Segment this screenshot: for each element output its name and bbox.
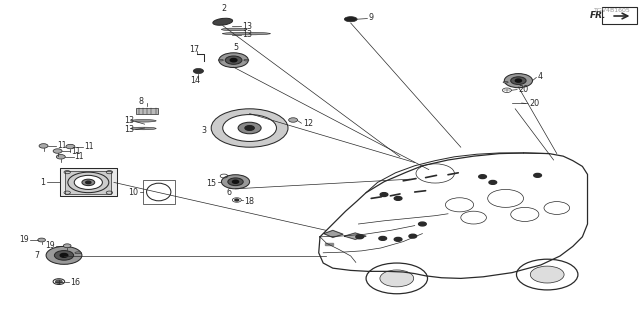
Text: 18: 18 bbox=[244, 197, 255, 206]
Circle shape bbox=[394, 237, 402, 241]
Bar bbox=[60, 168, 117, 196]
Circle shape bbox=[66, 144, 75, 149]
Ellipse shape bbox=[223, 32, 271, 35]
Text: 6: 6 bbox=[227, 188, 232, 197]
Circle shape bbox=[74, 175, 102, 189]
Circle shape bbox=[63, 244, 71, 248]
Circle shape bbox=[516, 259, 578, 290]
Circle shape bbox=[461, 211, 486, 224]
Circle shape bbox=[56, 280, 62, 283]
Circle shape bbox=[39, 144, 48, 148]
Text: 4: 4 bbox=[538, 72, 543, 81]
Circle shape bbox=[379, 236, 387, 240]
Ellipse shape bbox=[131, 127, 156, 130]
Circle shape bbox=[60, 253, 68, 257]
Text: 20: 20 bbox=[529, 99, 540, 108]
Circle shape bbox=[225, 56, 242, 64]
Text: 15: 15 bbox=[206, 179, 216, 188]
Text: 13: 13 bbox=[242, 30, 252, 39]
Circle shape bbox=[211, 109, 288, 147]
Circle shape bbox=[193, 68, 204, 74]
Ellipse shape bbox=[503, 81, 508, 83]
Text: 17: 17 bbox=[189, 45, 199, 54]
Text: 7: 7 bbox=[35, 252, 40, 260]
Bar bbox=[143, 180, 175, 204]
Text: 11: 11 bbox=[84, 142, 93, 151]
Circle shape bbox=[380, 270, 413, 287]
Circle shape bbox=[53, 149, 62, 153]
Circle shape bbox=[356, 235, 364, 239]
Ellipse shape bbox=[218, 59, 223, 61]
Text: 1: 1 bbox=[40, 178, 45, 187]
Circle shape bbox=[235, 199, 239, 201]
Text: TGV4B1605: TGV4B1605 bbox=[594, 8, 630, 13]
Circle shape bbox=[68, 172, 109, 193]
Circle shape bbox=[531, 266, 564, 283]
Circle shape bbox=[289, 118, 298, 122]
Circle shape bbox=[54, 251, 74, 260]
Circle shape bbox=[394, 196, 402, 200]
Circle shape bbox=[366, 263, 428, 294]
Text: 11: 11 bbox=[57, 141, 67, 150]
Circle shape bbox=[511, 77, 526, 84]
Polygon shape bbox=[324, 230, 343, 237]
Text: 14: 14 bbox=[190, 76, 200, 85]
Ellipse shape bbox=[131, 119, 156, 122]
Circle shape bbox=[544, 202, 570, 214]
Circle shape bbox=[219, 53, 248, 68]
Circle shape bbox=[419, 222, 426, 226]
Text: 13: 13 bbox=[242, 22, 252, 31]
Text: 2: 2 bbox=[221, 4, 227, 13]
Text: 11: 11 bbox=[71, 147, 81, 156]
Circle shape bbox=[380, 193, 388, 196]
Text: FR.: FR. bbox=[590, 11, 607, 20]
Circle shape bbox=[504, 74, 532, 88]
Text: 8: 8 bbox=[138, 97, 143, 106]
Circle shape bbox=[479, 175, 486, 179]
Text: 13: 13 bbox=[124, 116, 134, 125]
Circle shape bbox=[511, 207, 539, 221]
Circle shape bbox=[445, 198, 474, 212]
Ellipse shape bbox=[75, 252, 81, 254]
Polygon shape bbox=[325, 243, 333, 245]
Circle shape bbox=[223, 115, 276, 141]
Text: 19: 19 bbox=[19, 236, 29, 244]
Circle shape bbox=[409, 234, 417, 238]
Ellipse shape bbox=[244, 59, 249, 61]
Bar bbox=[65, 171, 111, 194]
Circle shape bbox=[488, 189, 524, 207]
Circle shape bbox=[38, 238, 45, 242]
Ellipse shape bbox=[213, 18, 232, 25]
Bar bbox=[136, 108, 158, 114]
Circle shape bbox=[245, 126, 254, 130]
Circle shape bbox=[232, 180, 239, 183]
Circle shape bbox=[534, 173, 541, 177]
Text: 19: 19 bbox=[45, 241, 54, 250]
Circle shape bbox=[86, 181, 91, 184]
Bar bbox=[602, 7, 637, 24]
Text: 12: 12 bbox=[303, 119, 313, 128]
Circle shape bbox=[221, 175, 250, 189]
Circle shape bbox=[82, 179, 95, 186]
Circle shape bbox=[228, 178, 243, 186]
Circle shape bbox=[489, 180, 497, 184]
Circle shape bbox=[515, 79, 522, 82]
Ellipse shape bbox=[221, 28, 247, 31]
Circle shape bbox=[416, 164, 454, 183]
Text: 10: 10 bbox=[128, 188, 138, 197]
Polygon shape bbox=[344, 233, 366, 239]
Text: 3: 3 bbox=[201, 126, 206, 135]
Text: 13: 13 bbox=[124, 125, 134, 134]
Text: 11: 11 bbox=[74, 152, 84, 161]
Ellipse shape bbox=[344, 17, 357, 22]
Text: 16: 16 bbox=[70, 278, 81, 287]
Circle shape bbox=[56, 155, 65, 159]
Text: 9: 9 bbox=[369, 13, 374, 22]
Text: 5: 5 bbox=[233, 44, 238, 52]
Circle shape bbox=[46, 246, 82, 264]
Circle shape bbox=[238, 122, 261, 134]
Text: 20: 20 bbox=[518, 85, 529, 94]
Circle shape bbox=[230, 59, 237, 62]
